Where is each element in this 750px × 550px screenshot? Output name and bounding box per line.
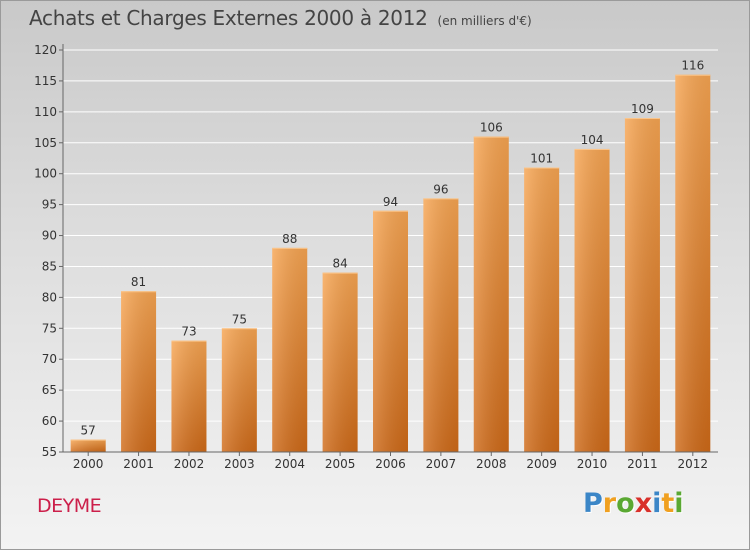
x-tick-label: 2007 [426,457,457,471]
bar-value-label: 81 [131,275,146,289]
y-tick-label: 120 [34,43,57,57]
bar-value-label: 75 [232,312,247,326]
y-tick-label: 115 [34,74,57,88]
bar-shade [473,136,509,453]
bar-value-label: 109 [631,102,654,116]
logo-letter: x [634,488,653,519]
bar-shade [423,198,459,452]
chart-title-text: Achats et Charges Externes 2000 à 2012 [29,6,428,30]
x-tick-label: 2004 [274,457,305,471]
bar-value-label: 116 [681,59,704,73]
bar-shade [221,328,257,452]
bar-shade [121,291,157,452]
logo-letter: P [583,488,603,519]
x-tick-label: 2008 [476,457,507,471]
y-tick-label: 105 [34,136,57,150]
bar-shade [624,118,660,453]
bar-shade [70,439,106,452]
bar-value-label: 94 [383,195,398,209]
commune-name: DEYME [37,495,102,517]
bar-value-label: 104 [581,133,604,147]
y-tick-label: 100 [34,167,57,181]
logo-letter: i [674,488,684,519]
logo-letter: o [616,488,635,519]
chart-title: Achats et Charges Externes 2000 à 2012 (e… [29,6,532,30]
bar-value-label: 57 [81,424,96,438]
chart-subtitle: (en milliers d'€) [437,14,532,28]
y-tick-label: 85 [42,259,57,273]
y-tick-label: 60 [42,414,57,428]
x-tick-label: 2011 [627,457,658,471]
logo-letter: t [661,488,675,519]
y-tick-label: 110 [34,105,57,119]
bar-shade [171,340,207,452]
x-tick-label: 2002 [174,457,205,471]
x-tick-label: 2001 [123,457,154,471]
y-axis: 55 60 65 70 75 80 85 90 95 100 105 110 115 120 [34,43,64,459]
x-tick-label: 2003 [224,457,255,471]
bar-shade [675,74,711,452]
bars: 57 81 73 75 88 84 94 96 106 101 104 109 116 [70,59,711,453]
bar-value-label: 106 [480,121,503,135]
y-tick-label: 75 [42,321,57,335]
bar-value-label: 84 [332,257,347,271]
x-tick-label: 2009 [526,457,557,471]
x-tick-label: 2010 [577,457,608,471]
x-tick-label: 2000 [73,457,104,471]
x-tick-label: 2006 [375,457,406,471]
y-tick-label: 90 [42,229,57,243]
logo-letter: r [602,488,617,519]
x-axis: 2000 2001 2002 2003 2004 2005 2006 2007 2008 2009… [63,451,718,471]
bar-value-label: 88 [282,232,297,246]
bar-shade [322,272,358,452]
y-tick-label: 65 [42,383,57,397]
x-tick-label: 2005 [325,457,356,471]
bar-value-label: 96 [433,182,448,196]
bar-shade [524,167,560,452]
proxiti-logo: Proxiti [583,488,684,519]
bar-shade [373,210,408,452]
y-tick-label: 70 [42,352,57,366]
y-tick-label: 80 [42,290,57,304]
bar-value-label: 101 [530,152,553,166]
logo-letter: i [652,488,662,519]
x-tick-label: 2012 [678,457,709,471]
bar-shade [272,247,308,452]
bar-value-label: 73 [181,325,196,339]
bar-shade [574,148,610,452]
y-tick-label: 95 [42,198,57,212]
y-tick-label: 55 [42,445,57,459]
